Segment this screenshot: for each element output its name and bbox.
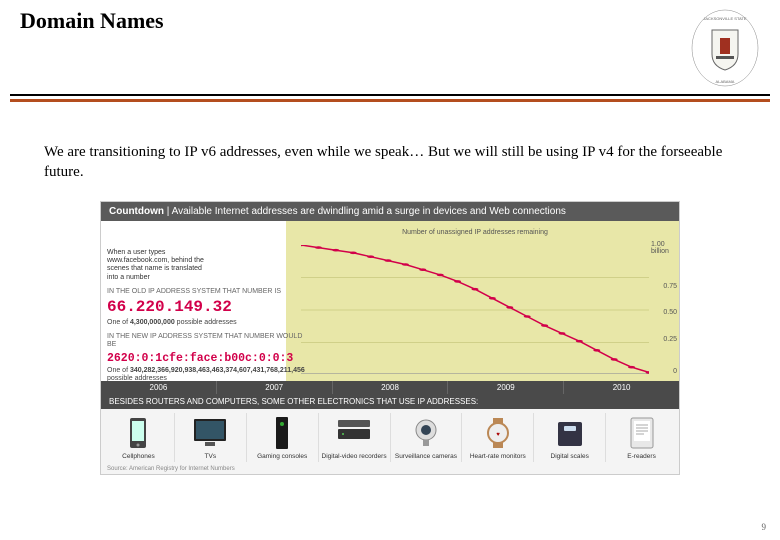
watch-icon: ♥ [463,415,532,451]
phone-icon [104,415,173,451]
devices-row: CellphonesTVsGaming consolesDigital-vide… [101,409,679,464]
device-label: Digital-video recorders [320,453,389,460]
tv-icon [176,415,245,451]
university-logo: JACKSONVILLE STATE ALABAMA [690,8,760,88]
ipv6-count: One of 340,282,366,920,938,463,463,374,6… [107,367,307,384]
device-camera: Surveillance cameras [391,413,463,462]
y-label: 0.75 [663,283,677,290]
new-system-label: IN THE NEW IP ADDRESS SYSTEM THAT NUMBER… [107,333,307,350]
infographic-source: Source: American Registry for Internet N… [101,464,679,474]
y-label: 0.50 [663,309,677,316]
device-label: E-readers [607,453,676,460]
scale-icon [535,415,604,451]
infographic-container: Countdown | Available Internet addresses… [100,201,680,475]
y-label: 0.25 [663,336,677,343]
device-dvr: Digital-video recorders [319,413,391,462]
device-label: Surveillance cameras [392,453,461,460]
facebook-note: When a user types www.facebook.com, behi… [107,249,207,283]
device-label: Gaming consoles [248,453,317,460]
device-phone: Cellphones [103,413,175,462]
infographic-header: Countdown | Available Internet addresses… [101,202,679,221]
old-system-label: IN THE OLD IP ADDRESS SYSTEM THAT NUMBER… [107,288,307,296]
device-watch: ♥ Heart-rate monitors [462,413,534,462]
infographic-left-panel: When a user types www.facebook.com, behi… [107,227,307,384]
year-label: 2008 [333,381,449,394]
ereader-icon [607,415,676,451]
page-title: Domain Names [20,8,690,34]
intro-paragraph: We are transitioning to IP v6 addresses,… [44,142,736,183]
camera-icon [392,415,461,451]
device-ereader: E-readers [606,413,677,462]
page-number: 9 [762,522,767,532]
infographic-main: When a user types www.facebook.com, behi… [101,221,679,381]
divider-thin [10,94,770,96]
device-label: Cellphones [104,453,173,460]
year-label: 2009 [448,381,564,394]
divider-accent [10,99,770,102]
svg-text:JACKSONVILLE STATE: JACKSONVILLE STATE [703,16,747,21]
ipv6-address: 2620:0:1cfe:face:b00c:0:0:3 [107,352,307,366]
device-label: TVs [176,453,245,460]
device-label: Heart-rate monitors [463,453,532,460]
infographic-header-rest: | Available Internet addresses are dwind… [164,206,566,217]
ipv4-count: One of 4,300,000,000 possible addresses [107,319,307,327]
line-chart: Number of unassigned IP addresses remain… [301,227,649,375]
console-icon [248,415,317,451]
chart-series-label: Number of unassigned IP addresses remain… [402,229,548,237]
device-tv: TVs [175,413,247,462]
svg-text:ALABAMA: ALABAMA [716,79,735,84]
svg-text:♥: ♥ [496,432,500,438]
ipv4-address: 66.220.149.32 [107,298,307,317]
y-label: 0 [673,368,677,375]
devices-header: BESIDES ROUTERS AND COMPUTERS, SOME OTHE… [101,394,679,409]
infographic-header-bold: Countdown [109,206,164,217]
device-label: Digital scales [535,453,604,460]
y-label: 1.00 billion [651,241,677,255]
dvr-icon [320,415,389,451]
device-scale: Digital scales [534,413,606,462]
chart-y-axis: 1.00 billion 0.75 0.50 0.25 0 [651,227,677,375]
year-label: 2010 [564,381,679,394]
device-console: Gaming consoles [247,413,319,462]
